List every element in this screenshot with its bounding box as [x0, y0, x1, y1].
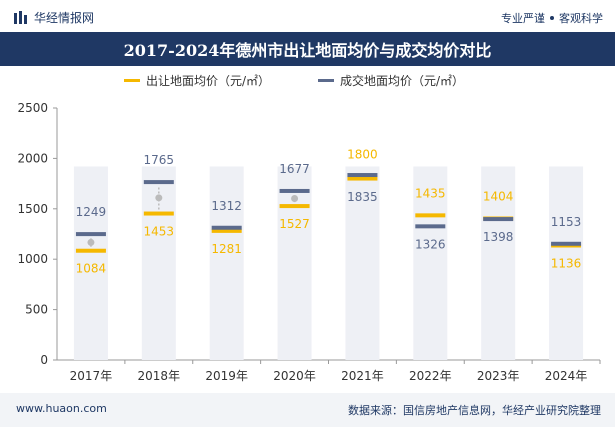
x-tick-label: 2021年	[341, 369, 384, 383]
top-bar: 华经情报网 专业严谨 客观科学	[0, 0, 615, 36]
y-tick-label: 500	[25, 303, 48, 317]
chart-plot: 0 500 1000 1500 2000 2500 2017年 2018年 2019年 2020年…	[17, 101, 601, 383]
series1-data-label: 1404	[483, 189, 514, 203]
category-background-bar	[481, 166, 516, 360]
x-tick-label: 2017年	[70, 369, 113, 383]
series1-data-label: 1281	[211, 242, 242, 256]
y-tick-label: 2500	[17, 101, 48, 115]
category-background-bar	[549, 166, 584, 360]
y-tick-label: 1000	[17, 252, 48, 266]
x-tick-label: 2024年	[545, 369, 588, 383]
footer: www.huaon.com 数据来源：国信房地产信息网，华经产业研究院整理	[0, 393, 615, 427]
x-tick-label: 2018年	[138, 369, 181, 383]
y-tick-label: 0	[40, 353, 48, 367]
series2-marker	[551, 241, 582, 246]
series1-data-label: 1435	[415, 186, 446, 200]
series2-data-label: 1153	[551, 215, 582, 229]
series1-marker	[347, 176, 378, 181]
x-tick-label: 2023年	[477, 369, 520, 383]
series2-data-label: 1835	[347, 190, 378, 204]
x-tick-label: 2019年	[205, 369, 248, 383]
legend-swatch-series1-icon	[124, 79, 140, 82]
y-tick-label: 2000	[17, 151, 48, 165]
series1-data-label: 1527	[279, 217, 310, 231]
series1-marker	[211, 228, 242, 233]
legend-item-series1[interactable]: 出让地面均价（元/㎡）	[124, 72, 270, 89]
series2-data-label: 1326	[415, 237, 446, 251]
series1-marker	[415, 213, 446, 218]
legend-label-series2: 成交地面均价（元/㎡）	[340, 74, 465, 88]
tagline: 专业严谨 客观科学	[501, 10, 603, 26]
series1-data-label: 1453	[144, 225, 175, 239]
category-background-bar	[209, 166, 244, 360]
brand-name: 华经情报网	[34, 11, 95, 25]
category-background-bar	[345, 166, 380, 360]
tagline-right: 客观科学	[559, 12, 603, 25]
x-tick-label: 2022年	[409, 369, 452, 383]
legend-label-series1: 出让地面均价（元/㎡）	[146, 74, 271, 88]
tagline-left: 专业严谨	[501, 12, 545, 25]
series2-data-label: 1398	[483, 230, 514, 244]
series1-marker	[279, 204, 310, 209]
series2-marker	[211, 225, 242, 230]
series2-data-label: 1249	[76, 205, 107, 219]
series2-data-label: 1765	[144, 153, 175, 167]
series2-marker	[279, 188, 310, 193]
series1-marker	[75, 248, 106, 253]
x-tick-label: 2020年	[273, 369, 316, 383]
category-background-bar	[413, 166, 448, 360]
series2-marker	[347, 173, 378, 178]
brand[interactable]: 华经情报网	[14, 9, 94, 26]
gap-connector-dot	[155, 194, 163, 202]
category-background-bar	[73, 166, 108, 360]
gap-connector-dot	[291, 195, 299, 203]
footer-url[interactable]: www.huaon.com	[16, 402, 107, 415]
footer-source: 数据来源：国信房地产信息网，华经产业研究院整理	[348, 404, 601, 417]
chart-title: 2017-2024年德州市出让地面均价与成交均价对比	[123, 41, 492, 60]
legend-item-series2[interactable]: 成交地面均价（元/㎡）	[318, 72, 464, 89]
brand-logo-icon	[14, 10, 27, 24]
title-bar: 2017-2024年德州市出让地面均价与成交均价对比	[0, 32, 615, 66]
series2-data-label: 1677	[279, 162, 310, 176]
series2-marker	[75, 232, 106, 237]
series2-marker	[415, 224, 446, 229]
series1-data-label: 1136	[551, 256, 582, 270]
series1-marker	[143, 211, 174, 216]
series2-marker	[483, 217, 514, 222]
series2-marker	[143, 180, 174, 185]
series1-data-label: 1800	[347, 148, 378, 162]
dot-separator-icon	[550, 16, 554, 20]
legend-swatch-series2-icon	[318, 79, 334, 82]
series1-data-label: 1084	[76, 262, 107, 276]
y-tick-label: 1500	[17, 202, 48, 216]
series2-data-label: 1312	[211, 199, 242, 213]
gap-connector-dot	[87, 238, 95, 246]
legend: 出让地面均价（元/㎡） 成交地面均价（元/㎡）	[0, 72, 615, 92]
